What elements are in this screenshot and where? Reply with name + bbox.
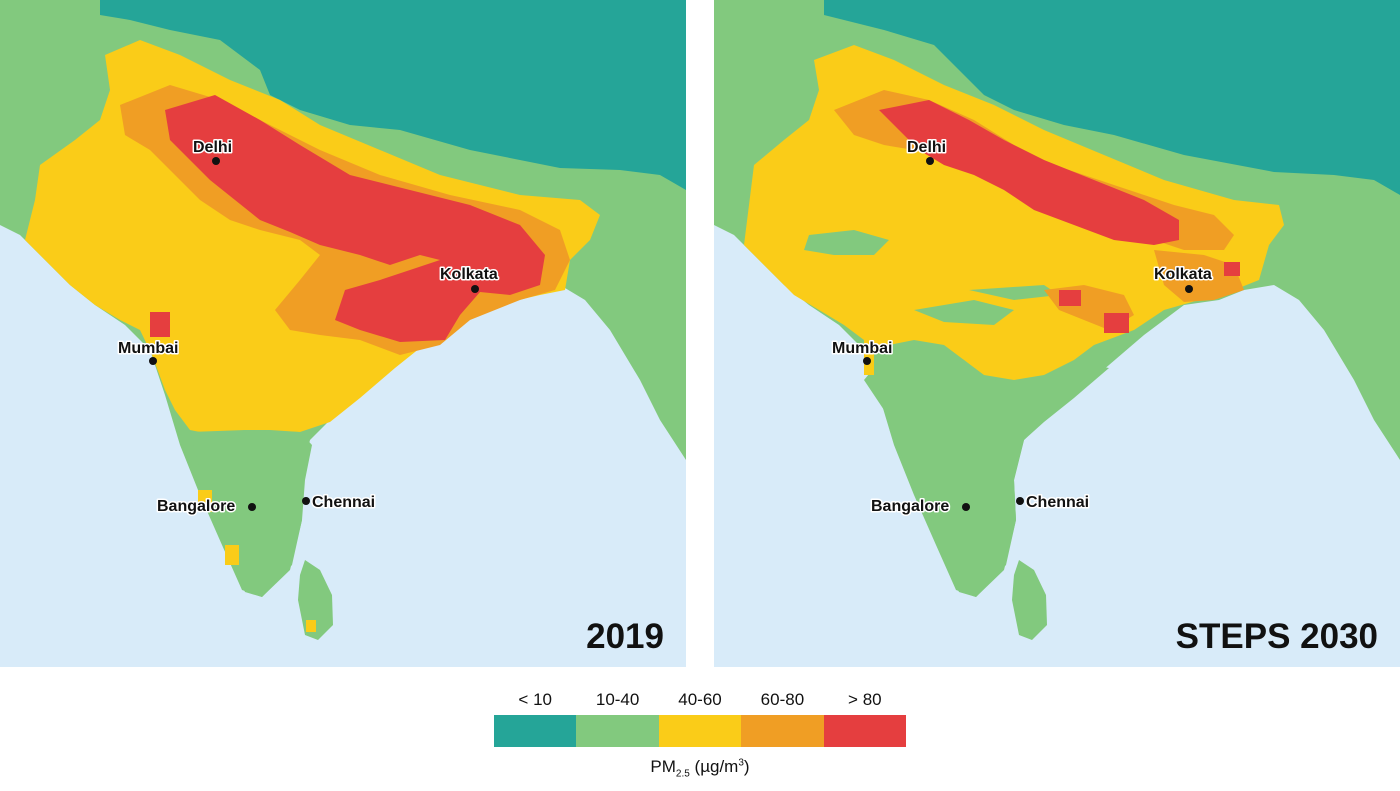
city-chennai: Chennai <box>1016 493 1091 513</box>
patch <box>914 300 1014 325</box>
zone-10-40-south <box>190 430 312 597</box>
svg-text:Chennai: Chennai <box>312 494 375 511</box>
unit-main: PM <box>650 757 676 776</box>
panel-title-2030: STEPS 2030 <box>1175 617 1378 656</box>
legend-swatch-60-80 <box>741 715 824 747</box>
unit-sub: 2.5 <box>675 768 690 780</box>
unit-sup: 3 <box>738 757 744 769</box>
map-panel-2019: Delhi Kolkata Mumbai Bangalore Chennai 2… <box>0 0 686 667</box>
sri-lanka <box>1012 560 1047 640</box>
legend-swatch-10-40 <box>576 715 659 747</box>
unit-rest: (µg/m <box>689 757 739 776</box>
city-delhi: Delhi <box>906 138 948 165</box>
svg-text:Mumbai: Mumbai <box>118 340 178 357</box>
city-kolkata: Kolkata <box>439 265 499 293</box>
legend: < 10 10-40 40-60 60-80 > 80 PM2.5 (µg/m3… <box>494 690 907 779</box>
svg-text:Delhi: Delhi <box>907 139 946 156</box>
city-chennai: Chennai <box>302 493 377 513</box>
legend-label-60-80: 60-80 <box>760 690 805 709</box>
map-panel-2030: Delhi Kolkata Mumbai Bangalore Chennai S… <box>714 0 1400 667</box>
zone-10-40-south <box>864 345 1109 597</box>
legend-label-gt80: > 80 <box>848 690 882 709</box>
city-kolkata: Kolkata <box>1153 265 1213 293</box>
speck <box>225 545 239 565</box>
zone-lt10 <box>100 0 686 190</box>
legend-label-40-60: 40-60 <box>678 690 722 709</box>
svg-text:Bangalore: Bangalore <box>157 498 235 515</box>
zone-lt10 <box>824 0 1400 195</box>
speck <box>198 490 212 512</box>
pm25-map-2030: Delhi Kolkata Mumbai Bangalore Chennai <box>714 0 1400 667</box>
zone-gt80 <box>165 95 545 342</box>
svg-text:Kolkata: Kolkata <box>440 266 498 283</box>
zone-gt80 <box>879 100 1179 245</box>
city-mumbai: Mumbai <box>831 339 894 365</box>
city-mumbai: Mumbai <box>117 339 180 365</box>
svg-text:Chennai: Chennai <box>1026 494 1089 511</box>
unit-close: ) <box>743 757 750 776</box>
pm25-map-2019: Delhi Kolkata Mumbai Bangalore Chennai <box>0 0 686 667</box>
city-delhi: Delhi <box>192 138 234 165</box>
zone-60-80 <box>1154 250 1244 302</box>
city-bangalore: Bangalore <box>156 497 256 517</box>
panel-title-2019: 2019 <box>586 617 664 656</box>
svg-text:Bangalore: Bangalore <box>871 498 949 515</box>
legend-swatch-40-60 <box>658 715 742 747</box>
patch <box>804 230 889 255</box>
svg-text:Kolkata: Kolkata <box>1154 266 1212 283</box>
patch <box>969 285 1059 300</box>
zone-gt80-mumbai <box>150 312 170 337</box>
legend-swatch-gt80 <box>823 715 907 747</box>
zone-gt80-spot <box>1224 262 1240 276</box>
svg-text:Delhi: Delhi <box>193 139 232 156</box>
speck <box>864 340 874 375</box>
city-bangalore: Bangalore <box>870 497 970 517</box>
legend-unit: PM2.5 (µg/m3) <box>494 757 906 779</box>
speck <box>306 620 316 632</box>
legend-label-lt10: < 10 <box>518 690 552 709</box>
legend-swatch-lt10 <box>494 715 577 747</box>
zone-gt80-spot <box>1059 290 1081 306</box>
zone-gt80-spot <box>1104 313 1129 333</box>
svg-text:Mumbai: Mumbai <box>832 340 892 357</box>
legend-labels: < 10 10-40 40-60 60-80 > 80 <box>494 690 906 710</box>
legend-color-bar <box>494 715 907 747</box>
legend-label-10-40: 10-40 <box>595 690 640 709</box>
